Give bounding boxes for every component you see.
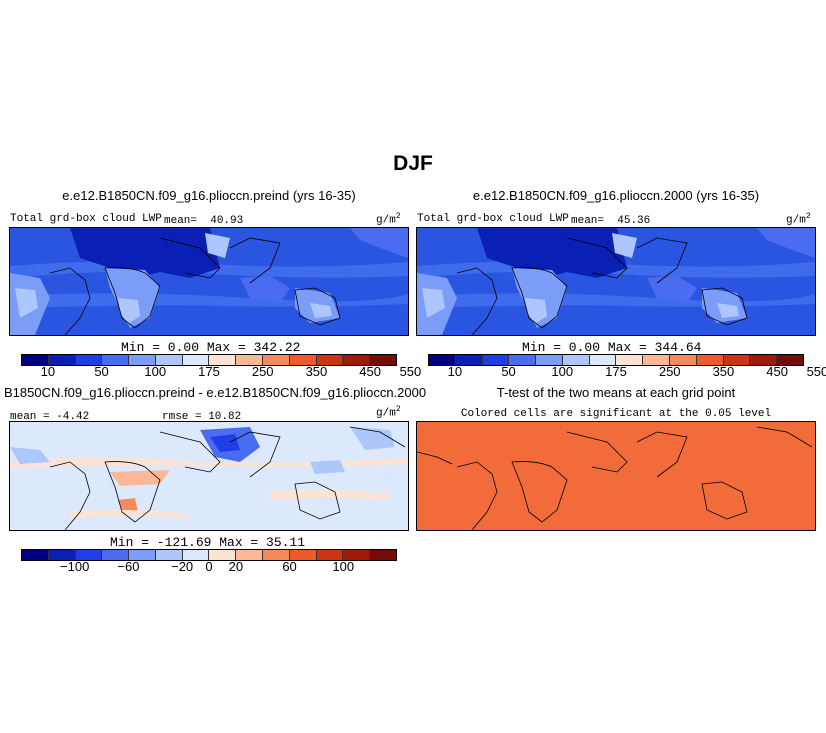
colorbar-swatch <box>48 355 76 365</box>
colorbar-swatch <box>316 550 344 560</box>
colorbar-swatch <box>209 355 237 365</box>
colorbar-swatch <box>289 550 317 560</box>
panel1-colorbar <box>21 354 397 366</box>
colorbar-tick-label: 50 <box>501 364 516 379</box>
colorbar-tick-label: 100 <box>144 364 167 379</box>
colorbar-swatch <box>429 355 456 365</box>
colorbar-swatch <box>343 355 371 365</box>
colorbar-swatch <box>482 355 510 365</box>
panel2-minmax: Min = 0.00 Max = 344.64 <box>522 340 702 355</box>
panel2-mean-value: 45.36 <box>617 215 651 227</box>
colorbar-tick-label: 450 <box>359 364 381 379</box>
colorbar-swatch <box>536 355 563 365</box>
colorbar-tick-label: 20 <box>228 559 244 574</box>
colorbar-swatch <box>750 355 778 365</box>
colorbar-swatch <box>155 355 183 365</box>
panel2-mean-label: mean= 45.36 <box>571 215 650 227</box>
panel2-mean-word: mean= <box>571 215 605 227</box>
colorbar-swatch <box>589 355 617 365</box>
colorbar-swatch <box>48 550 76 560</box>
panel1-mean-label: mean= 40.93 <box>164 215 243 227</box>
colorbar-swatch <box>263 550 290 560</box>
colorbar-swatch <box>236 550 264 560</box>
colorbar-swatch <box>102 355 130 365</box>
colorbar-tick-label: 0 <box>205 559 213 574</box>
colorbar-swatch <box>643 355 671 365</box>
panel1-mean-value: 40.93 <box>210 215 244 227</box>
colorbar-tick-label: −60 <box>117 559 140 574</box>
colorbar-swatch <box>263 355 290 365</box>
colorbar-swatch <box>182 550 210 560</box>
panel4-title: T-test of the two means at each grid poi… <box>496 385 736 400</box>
colorbar-swatch <box>129 355 156 365</box>
panel2-variable-label: Total grd-box cloud LWP <box>417 213 569 225</box>
panel1-minmax: Min = 0.00 Max = 342.22 <box>121 340 301 355</box>
panel2-title: e.e12.B1850CN.f09_g16.plioccn.2000 (yrs … <box>472 188 760 203</box>
panel4-subtitle: Colored cells are significant at the 0.0… <box>460 408 772 420</box>
colorbar-swatch <box>182 355 210 365</box>
panel1-map <box>9 227 409 336</box>
panel2-colorbar <box>428 354 804 366</box>
panel3-colorbar-ticks: −100 −60 −20 0 20 60 100 <box>21 559 397 574</box>
colorbar-swatch <box>22 550 49 560</box>
colorbar-swatch <box>370 550 396 560</box>
colorbar-tick-label: 100 <box>332 559 355 574</box>
colorbar-tick-label: −20 <box>171 559 194 574</box>
colorbar-swatch <box>75 355 103 365</box>
colorbar-tick-label: 350 <box>712 364 735 379</box>
colorbar-swatch <box>236 355 264 365</box>
colorbar-tick-label: 10 <box>447 364 463 379</box>
panel3-title: B1850CN.f09_g16.plioccn.preind - e.e12.B… <box>4 385 427 400</box>
panel3-colorbar <box>21 549 397 561</box>
colorbar-swatch <box>22 355 49 365</box>
colorbar-tick-label: 175 <box>605 364 627 379</box>
colorbar-tick-label: 450 <box>766 364 788 379</box>
colorbar-swatch <box>777 355 803 365</box>
colorbar-swatch <box>509 355 537 365</box>
colorbar-swatch <box>670 355 697 365</box>
colorbar-tick-label: 100 <box>551 364 574 379</box>
colorbar-swatch <box>455 355 483 365</box>
panel4-map <box>416 421 816 531</box>
colorbar-tick-label: 60 <box>282 559 297 574</box>
colorbar-swatch <box>75 550 103 560</box>
colorbar-tick-label: 350 <box>305 364 328 379</box>
colorbar-swatch <box>129 550 156 560</box>
colorbar-swatch <box>616 355 644 365</box>
colorbar-swatch <box>316 355 344 365</box>
colorbar-swatch <box>289 355 317 365</box>
panel1-title: e.e12.B1850CN.f09_g16.plioccn.preind (yr… <box>62 188 356 203</box>
panel3-mean: mean = -4.42 <box>10 411 90 423</box>
panel1-colorbar-ticks: 10 50 100 175 250 350 450 550 <box>21 364 422 379</box>
colorbar-swatch <box>209 550 237 560</box>
colorbar-swatch <box>696 355 724 365</box>
colorbar-tick-label: 10 <box>40 364 56 379</box>
colorbar-tick-label: 50 <box>94 364 109 379</box>
colorbar-tick-label: 550 <box>399 364 422 379</box>
panel1-units: g/m2 <box>376 212 401 227</box>
panel2-units: g/m2 <box>786 212 811 227</box>
panel3-rmse: rmse = 10.82 <box>162 411 242 423</box>
colorbar-swatch <box>723 355 751 365</box>
colorbar-swatch <box>155 550 183 560</box>
panel3-minmax: Min = -121.69 Max = 35.11 <box>110 535 306 550</box>
panel2-colorbar-ticks: 10 50 100 175 250 350 450 550 <box>428 364 826 379</box>
colorbar-tick-label: 550 <box>806 364 826 379</box>
colorbar-swatch <box>102 550 130 560</box>
colorbar-swatch <box>343 550 371 560</box>
colorbar-swatch <box>562 355 590 365</box>
colorbar-tick-label: −100 <box>60 559 90 574</box>
panel2-map <box>416 227 816 336</box>
panel3-units: g/m2 <box>376 405 401 420</box>
panel3-map <box>9 421 409 531</box>
figure-title: DJF <box>393 152 433 175</box>
colorbar-tick-label: 175 <box>198 364 220 379</box>
colorbar-tick-label: 250 <box>658 364 681 379</box>
colorbar-tick-label: 250 <box>251 364 274 379</box>
panel1-variable-label: Total grd-box cloud LWP <box>10 213 162 225</box>
colorbar-swatch <box>370 355 396 365</box>
panel1-mean-word: mean= <box>164 215 198 227</box>
